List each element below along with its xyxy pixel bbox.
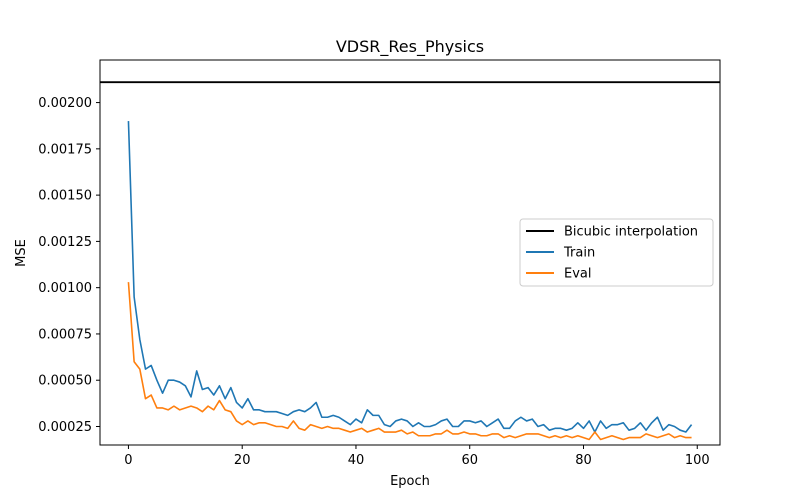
y-tick-label: 0.00150 (38, 189, 92, 204)
chart-title: VDSR_Res_Physics (336, 37, 484, 57)
y-tick-label: 0.00025 (38, 420, 92, 435)
y-tick-label: 0.00075 (38, 327, 92, 342)
x-tick-label: 60 (461, 453, 478, 468)
x-tick-label: 100 (685, 453, 710, 468)
y-axis: 0.00025 0.00050 0.00075 0.00100 0.00125 0.001… (38, 96, 100, 435)
plot-frame (99, 59, 721, 446)
y-tick-label: 0.00100 (38, 281, 92, 296)
x-tick-label: 80 (575, 453, 592, 468)
plot-lines (100, 81, 720, 441)
x-tick-label: 0 (124, 453, 132, 468)
series-line-train (127, 121, 693, 433)
legend: Bicubic interpolation Train Eval (519, 218, 714, 287)
y-tick-label: 0.00050 (38, 374, 92, 389)
legend-label: Train (563, 246, 595, 261)
legend-label: Eval (564, 267, 592, 282)
y-tick-label: 0.00125 (38, 235, 92, 250)
x-tick-label: 40 (348, 453, 365, 468)
series-line-eval (127, 282, 692, 441)
y-tick-label: 0.00175 (38, 142, 92, 157)
x-axis: 0 20 40 60 80 100 (124, 445, 710, 468)
x-tick-label: 20 (234, 453, 251, 468)
y-tick-label: 0.00200 (38, 96, 92, 111)
legend-box (519, 218, 714, 287)
y-axis-label: MSE (14, 239, 29, 267)
legend-label: Bicubic interpolation (564, 225, 698, 240)
x-axis-label: Epoch (390, 474, 430, 489)
